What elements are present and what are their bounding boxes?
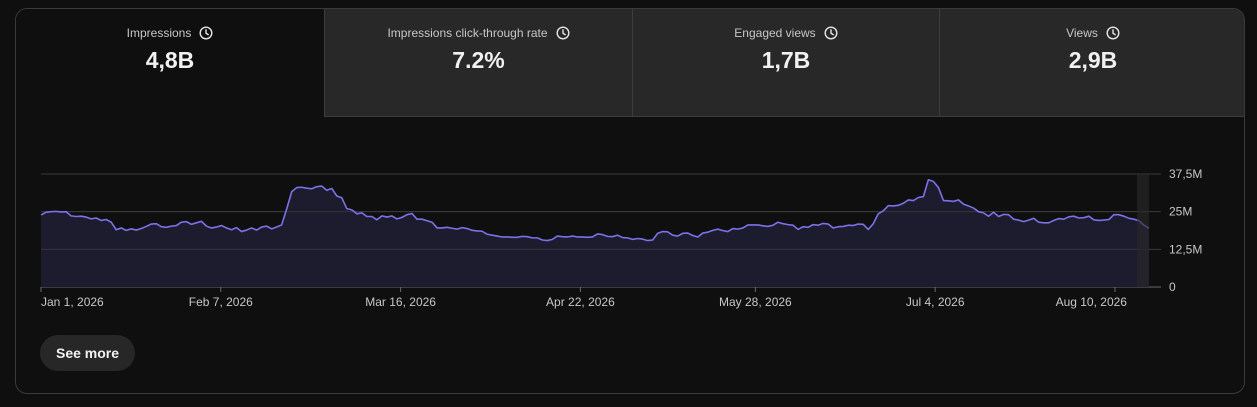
tab-impressions-ctr[interactable]: Impressions click-through rate 7.2% — [324, 9, 632, 117]
tab-value: 4,8B — [145, 47, 195, 73]
x-tick-label: May 28, 2026 — [719, 295, 792, 309]
x-tick-label: Mar 16, 2026 — [365, 295, 436, 309]
tab-label: Views — [1066, 26, 1098, 40]
x-tick-label: Feb 7, 2026 — [189, 295, 253, 309]
impressions-chart: 0 12,5M 25M 37,5M Jan 1, 2026 Feb 7, 2026 Mar … — [16, 149, 1244, 329]
tab-engaged-views[interactable]: Engaged views 1,7B — [632, 9, 939, 117]
clock-icon[interactable] — [824, 26, 838, 40]
tab-label: Impressions click-through rate — [387, 26, 548, 40]
clock-icon[interactable] — [199, 26, 213, 40]
series-line — [40, 178, 1150, 242]
chart-svg: 0 12,5M 25M 37,5M Jan 1, 2026 Feb 7, 2026 Mar … — [40, 167, 1202, 309]
tab-value: 7.2% — [452, 47, 505, 73]
y-tick-label: 0 — [1169, 280, 1176, 294]
tab-views[interactable]: Views 2,9B — [939, 9, 1244, 117]
tab-value: 1,7B — [761, 47, 811, 73]
metrics-card: Impressions 4,8B Impressions click-throu… — [15, 8, 1245, 394]
tab-label: Engaged views — [734, 26, 816, 40]
tab-value: 2,9B — [1068, 47, 1118, 73]
y-tick-label: 25M — [1169, 205, 1192, 219]
x-tick-label: Jul 4, 2026 — [906, 295, 965, 309]
clock-icon[interactable] — [1106, 26, 1120, 40]
tab-impressions[interactable]: Impressions 4,8B — [16, 9, 324, 117]
metric-tabs: Impressions 4,8B Impressions click-throu… — [16, 9, 1244, 117]
tab-label: Impressions — [126, 26, 192, 40]
current-period-shade — [1137, 174, 1149, 287]
see-more-button[interactable]: See more — [40, 335, 136, 371]
y-tick-label: 37,5M — [1169, 167, 1202, 181]
series-area — [41, 179, 1149, 287]
x-tick-label: Apr 22, 2026 — [546, 295, 615, 309]
x-tick-label: Aug 10, 2026 — [1056, 295, 1128, 309]
x-tick-label: Jan 1, 2026 — [41, 295, 104, 309]
y-tick-label: 12,5M — [1169, 242, 1202, 256]
clock-icon[interactable] — [556, 26, 570, 40]
